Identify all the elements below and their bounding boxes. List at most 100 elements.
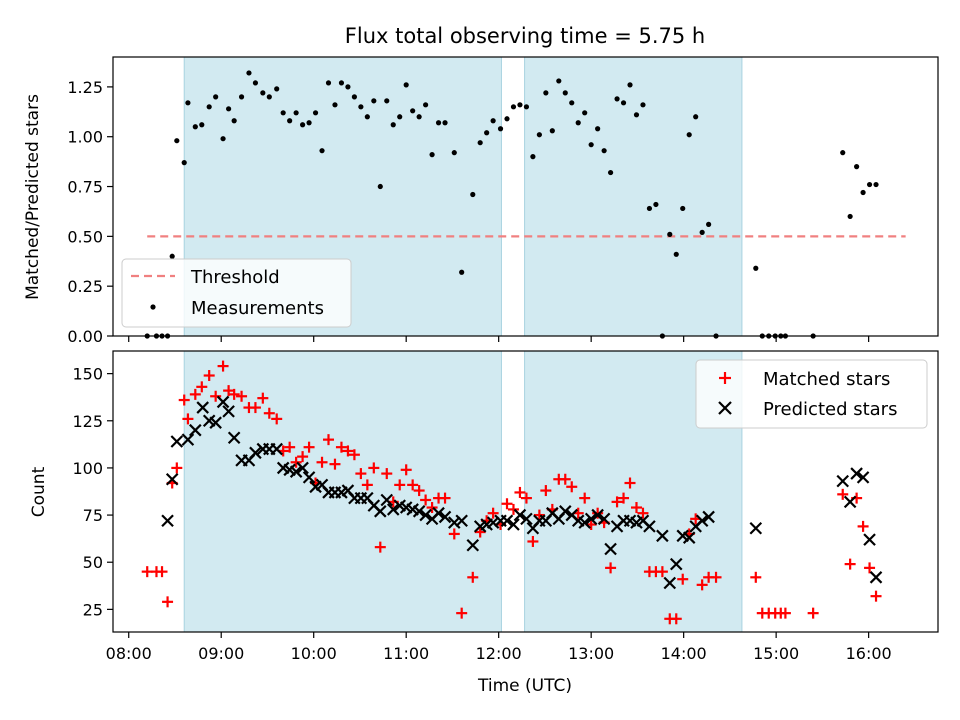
shaded-interval bbox=[524, 57, 742, 336]
predicted-star-point bbox=[682, 531, 696, 544]
matched-star-point bbox=[284, 441, 296, 453]
predicted-star-point bbox=[749, 521, 763, 535]
measurement-point bbox=[840, 150, 846, 156]
matched-star-point bbox=[474, 526, 486, 538]
y-tick-label: 50 bbox=[83, 553, 103, 572]
matched-star-point bbox=[290, 456, 302, 468]
matched-star-point bbox=[400, 464, 412, 476]
matched-star-point bbox=[837, 488, 849, 500]
predicted-star-point bbox=[604, 542, 617, 556]
measurements-series bbox=[144, 70, 879, 339]
matched-star-point bbox=[394, 479, 406, 491]
matched-star-point bbox=[413, 485, 425, 497]
predicted-stars-legend-swatch bbox=[718, 401, 732, 415]
matched-star-point bbox=[520, 492, 532, 504]
matched-star-point bbox=[217, 360, 229, 372]
measurement-point bbox=[556, 78, 562, 84]
measurement-point bbox=[338, 80, 345, 86]
predicted-star-point bbox=[249, 446, 262, 460]
y-tick-label: 125 bbox=[72, 412, 103, 431]
matched-star-point bbox=[178, 394, 190, 406]
predicted-star-point bbox=[591, 508, 604, 522]
measurements-legend-swatch bbox=[150, 304, 156, 310]
measurement-point bbox=[504, 116, 510, 122]
predicted-star-point bbox=[227, 431, 241, 445]
measurement-point bbox=[470, 191, 476, 198]
matched-star-point bbox=[696, 579, 708, 591]
measurement-point bbox=[410, 108, 416, 114]
bottom-panel: 25 50 75 100 125 150 08:00 09:00 10:00 11:00 12:0… bbox=[29, 350, 939, 696]
measurement-point bbox=[680, 205, 686, 212]
measurement-point bbox=[582, 110, 588, 116]
matched-star-point bbox=[303, 441, 315, 453]
predicted-star-point bbox=[181, 433, 195, 446]
measurement-point bbox=[181, 160, 187, 166]
x-tick-label: 16:00 bbox=[846, 644, 892, 663]
matched-star-point bbox=[656, 566, 668, 578]
x-tick-label: 13:00 bbox=[568, 644, 614, 663]
measurement-point bbox=[595, 126, 601, 132]
y-tick-label: 0.75 bbox=[67, 178, 103, 197]
predicted-star-point bbox=[850, 467, 863, 480]
matched-star-point bbox=[196, 381, 208, 393]
matched-star-point bbox=[156, 566, 168, 578]
measurement-point bbox=[497, 126, 504, 132]
measurement-point bbox=[231, 118, 237, 124]
measurement-point bbox=[390, 122, 396, 128]
predicted-star-point bbox=[302, 471, 316, 484]
predicted-star-point bbox=[669, 557, 683, 571]
measurement-point bbox=[517, 102, 523, 108]
measurement-point bbox=[459, 269, 465, 275]
y-tick-label: 0.00 bbox=[67, 327, 103, 346]
predicted-star-point bbox=[296, 461, 309, 475]
measurement-point bbox=[575, 120, 581, 126]
matched-star-point bbox=[559, 473, 571, 485]
matched-star-point bbox=[361, 479, 373, 491]
measurement-point bbox=[280, 110, 286, 116]
measurement-point bbox=[185, 100, 191, 106]
matched-star-point bbox=[182, 413, 194, 425]
y-tick-label: 100 bbox=[72, 459, 103, 478]
measurement-point bbox=[358, 104, 364, 110]
matched-star-point bbox=[750, 571, 762, 583]
y-tick-label: 1.25 bbox=[67, 78, 103, 97]
predicted-stars-series bbox=[161, 395, 883, 590]
matched-star-point bbox=[203, 370, 215, 382]
measurement-point bbox=[293, 110, 299, 116]
measurement-point bbox=[174, 138, 180, 144]
matched-star-point bbox=[141, 566, 153, 578]
measurement-point bbox=[536, 132, 542, 138]
measurement-point bbox=[266, 94, 272, 100]
measurement-point bbox=[332, 102, 338, 108]
predicted-star-point bbox=[597, 512, 611, 526]
measurement-point bbox=[312, 110, 319, 116]
bottom-y-axis-label: Count bbox=[29, 466, 49, 517]
matched-star-point bbox=[487, 507, 499, 519]
top-x-axis-ticks bbox=[128, 336, 870, 342]
measurement-point bbox=[351, 94, 357, 100]
measurement-point bbox=[673, 251, 679, 257]
bottom-legend: Matched stars Predicted stars bbox=[695, 359, 928, 429]
bottom-y-axis-ticks: 25 50 75 100 125 150 bbox=[72, 365, 113, 619]
measurement-point bbox=[246, 70, 252, 76]
measurement-point bbox=[325, 80, 332, 86]
matched-star-point bbox=[335, 441, 347, 453]
matched-star-point bbox=[162, 596, 174, 608]
matched-star-point bbox=[527, 535, 539, 547]
predicted-star-point bbox=[189, 423, 202, 437]
predicted-star-point bbox=[412, 505, 426, 518]
top-shaded-intervals bbox=[183, 57, 743, 336]
x-tick-label: 15:00 bbox=[753, 644, 799, 663]
measurement-point bbox=[614, 96, 620, 102]
matched-star-point bbox=[297, 451, 309, 463]
measurement-point bbox=[667, 231, 673, 237]
predicted-star-point bbox=[455, 514, 468, 528]
predicted-star-point bbox=[432, 506, 445, 520]
measurement-point bbox=[646, 205, 653, 212]
measurement-point bbox=[274, 86, 280, 92]
measurement-point bbox=[226, 106, 232, 112]
matched-star-point bbox=[467, 571, 479, 583]
measurement-point bbox=[213, 94, 219, 100]
matched-star-point bbox=[316, 456, 328, 468]
measurement-point bbox=[873, 181, 879, 188]
